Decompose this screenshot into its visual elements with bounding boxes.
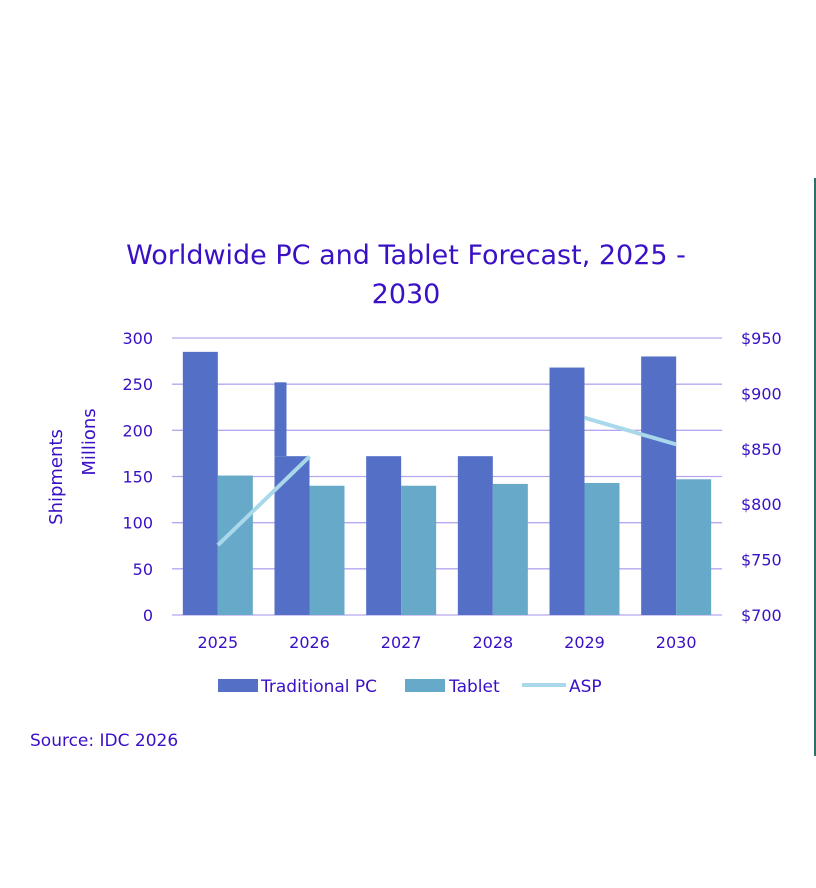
y-axis-title-line-2: Millions <box>79 408 100 475</box>
y-axis-title-line-1: Shipments <box>46 429 67 525</box>
chart-title: Worldwide PC and Tablet Forecast, 2025 -… <box>126 240 686 310</box>
legend: Traditional PC Tablet ASP <box>218 677 602 697</box>
x-tick-2027: 2027 <box>381 633 422 652</box>
asp-line-segment-2025 <box>216 455 311 547</box>
source-note: Source: IDC 2026 <box>30 731 178 751</box>
bar-traditional-pc-2025 <box>182 351 218 615</box>
left-axis-ticks: 0 50 100 150 200 250 300 <box>122 329 153 625</box>
bar-tablet-2027 <box>401 485 437 615</box>
x-tick-2028: 2028 <box>472 633 513 652</box>
bar-tablet-2030 <box>676 479 712 615</box>
left-tick-0: 0 <box>143 606 153 625</box>
right-tick-950: $950 <box>741 329 782 348</box>
legend-label-tablet: Tablet <box>448 677 500 697</box>
x-tick-2026: 2026 <box>289 633 330 652</box>
legend-swatch-traditional-pc <box>218 679 258 692</box>
legend-swatch-tablet <box>405 679 445 692</box>
right-tick-700: $700 <box>741 606 782 625</box>
bar-traditional-pc-2027 <box>366 456 402 615</box>
x-axis-ticks: 2025 2026 2027 2028 2029 2030 <box>197 633 696 652</box>
left-tick-250: 250 <box>122 375 153 394</box>
right-tick-900: $900 <box>741 384 782 403</box>
legend-label-asp: ASP <box>569 677 602 697</box>
asp-line-segment-2029 <box>583 415 677 447</box>
right-tick-850: $850 <box>741 440 782 459</box>
bar-tablet-2029 <box>584 482 620 615</box>
x-tick-2029: 2029 <box>564 633 605 652</box>
right-tick-800: $800 <box>741 495 782 514</box>
gridlines <box>172 337 722 616</box>
asp-line <box>216 415 677 547</box>
bar-traditional-pc-2029 <box>549 367 585 615</box>
bar-traditional-pc-2028 <box>457 456 493 615</box>
bar-tablet-2028 <box>492 483 528 615</box>
legend-label-traditional-pc: Traditional PC <box>260 677 377 697</box>
x-tick-2025: 2025 <box>197 633 238 652</box>
left-tick-100: 100 <box>122 514 153 533</box>
left-tick-300: 300 <box>122 329 153 348</box>
left-tick-200: 200 <box>122 421 153 440</box>
x-tick-2030: 2030 <box>656 633 697 652</box>
left-tick-150: 150 <box>122 468 153 487</box>
bar-tablet-2025 <box>217 475 253 615</box>
right-axis-ticks: $700 $750 $800 $850 $900 $950 <box>741 329 782 625</box>
bar-traditional-pc-2026 <box>274 456 310 615</box>
bars <box>182 351 712 615</box>
bar-traditional-pc-2030 <box>641 356 677 615</box>
chart-title-line-1: Worldwide PC and Tablet Forecast, 2025 - <box>126 240 686 271</box>
right-tick-750: $750 <box>741 551 782 570</box>
left-tick-50: 50 <box>133 560 153 579</box>
chart-title-line-2: 2030 <box>372 279 441 310</box>
bar-tablet-2026 <box>309 485 345 615</box>
y-axis-title: Shipments Millions <box>46 408 100 525</box>
bar-traditional-pc-stray-mark <box>274 382 287 457</box>
